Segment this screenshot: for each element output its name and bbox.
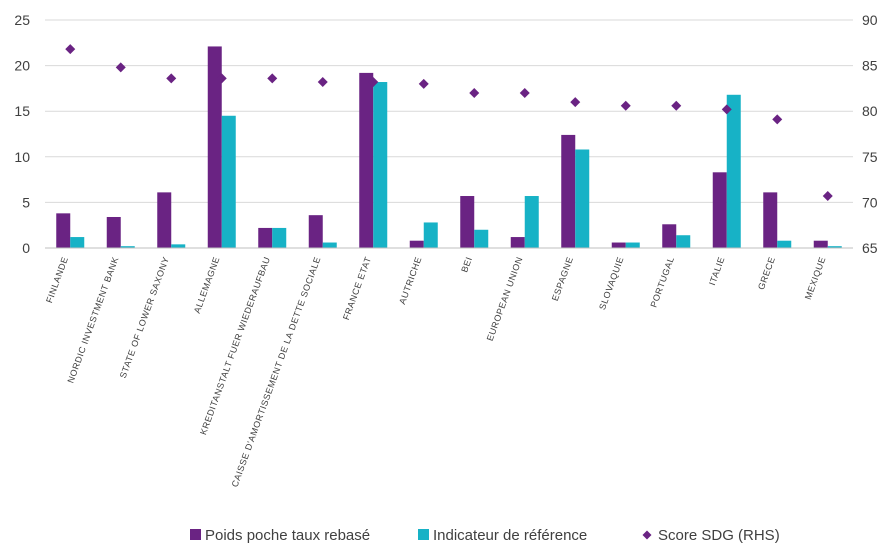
y-right-tick-label: 70 [862, 194, 878, 210]
bar-poids-poche [258, 227, 273, 248]
bar-indicateur-reference [625, 242, 640, 248]
sdg-score-point [418, 78, 429, 89]
bar-poids-poche [510, 237, 525, 248]
category-label: GRECE [756, 255, 777, 291]
category-label: FINLANDE [44, 255, 70, 304]
sdg-score-point [65, 44, 76, 55]
category-label: STATE OF LOWER SAXONY [118, 255, 171, 379]
bar-poids-poche [106, 216, 121, 248]
bar-poids-poche [409, 240, 424, 248]
category-label: EUROPEAN UNION [485, 255, 525, 342]
bar-indicateur-reference [827, 246, 842, 248]
sdg-score-point [721, 104, 732, 115]
sdg-points [65, 44, 833, 202]
category-label: PORTUGAL [648, 255, 676, 309]
bars [56, 46, 842, 249]
y-right-tick-label: 65 [862, 240, 878, 256]
legend-label: Score SDG (RHS) [658, 527, 780, 544]
legend-label: Indicateur de référence [433, 527, 587, 544]
legend-label: Poids poche taux rebasé [205, 527, 370, 544]
y-right-tick-label: 80 [862, 103, 878, 119]
bar-poids-poche [561, 134, 576, 248]
bar-indicateur-reference [474, 229, 489, 248]
bar-indicateur-reference [70, 237, 85, 248]
category-label: ITALIE [707, 255, 727, 286]
category-label: SLOVAQUIE [597, 255, 626, 311]
bar-poids-poche [712, 172, 727, 248]
y-right-tick-label: 85 [862, 58, 878, 74]
sdg-score-point [519, 87, 530, 98]
sdg-score-point [620, 100, 631, 111]
y-left-tick-label: 5 [22, 194, 30, 210]
bar-indicateur-reference [777, 240, 792, 248]
bar-indicateur-reference [322, 242, 337, 248]
bar-poids-poche [662, 224, 677, 248]
sdg-score-point [570, 97, 581, 108]
bar-indicateur-reference [524, 196, 539, 248]
bar-indicateur-reference [221, 115, 236, 248]
y-left-tick-label: 25 [14, 12, 30, 28]
y-left-tick-label: 20 [14, 58, 30, 74]
bar-poids-poche [308, 215, 323, 248]
category-label: CAISSE D'AMORTISSEMENT DE LA DETTE SOCIA… [230, 255, 323, 488]
bar-indicateur-reference [171, 244, 186, 248]
category-label: AUTRICHE [397, 255, 424, 305]
bar-poids-poche [157, 192, 172, 248]
legend-diamond-icon [642, 530, 652, 540]
bar-indicateur-reference [676, 235, 691, 248]
bar-indicateur-reference [575, 149, 590, 248]
bar-poids-poche [359, 72, 374, 248]
bar-poids-poche [813, 240, 828, 248]
category-label: NORDIC INVESTMENT BANK [65, 255, 120, 384]
bar-indicateur-reference [726, 94, 741, 248]
y-left-tick-label: 10 [14, 149, 30, 165]
sdg-score-point [671, 100, 682, 111]
bar-indicateur-reference [120, 246, 135, 248]
category-label: MEXIQUE [803, 255, 828, 301]
y-right-tick-label: 90 [862, 12, 878, 28]
sdg-score-point [267, 73, 278, 84]
sdg-score-point [166, 73, 177, 84]
legend: Poids poche taux rebasé Indicateur de réf… [190, 527, 780, 544]
sdg-score-point [469, 87, 480, 98]
bar-indicateur-reference [373, 82, 388, 249]
sdg-score-point [822, 191, 833, 202]
sdg-score-point [317, 77, 328, 88]
legend-swatch-icon [190, 529, 201, 540]
category-label: BEI [459, 255, 474, 273]
bar-poids-poche [207, 46, 222, 249]
sdg-score-point [115, 62, 126, 73]
category-label: ALLEMAGNE [192, 255, 222, 314]
sdg-score-point [772, 114, 783, 125]
bar-poids-poche [460, 196, 475, 248]
category-label: ESPAGNE [550, 255, 575, 302]
y-right-tick-label: 75 [862, 149, 878, 165]
sdg-score-point [368, 77, 379, 88]
y-left-tick-label: 15 [14, 103, 30, 119]
bar-poids-poche [56, 213, 71, 248]
sdg-score-point [216, 73, 227, 84]
bar-poids-poche [611, 242, 626, 248]
legend-swatch-icon [418, 529, 429, 540]
y-left-tick-label: 0 [22, 240, 30, 256]
category-label: FRANCE ETAT [341, 255, 373, 321]
bar-indicateur-reference [272, 227, 287, 248]
bar-indicateur-reference [423, 222, 438, 248]
axes: 0 65 5 70 10 75 15 80 20 85 25 90 [14, 12, 877, 256]
bar-poids-poche [763, 192, 778, 248]
